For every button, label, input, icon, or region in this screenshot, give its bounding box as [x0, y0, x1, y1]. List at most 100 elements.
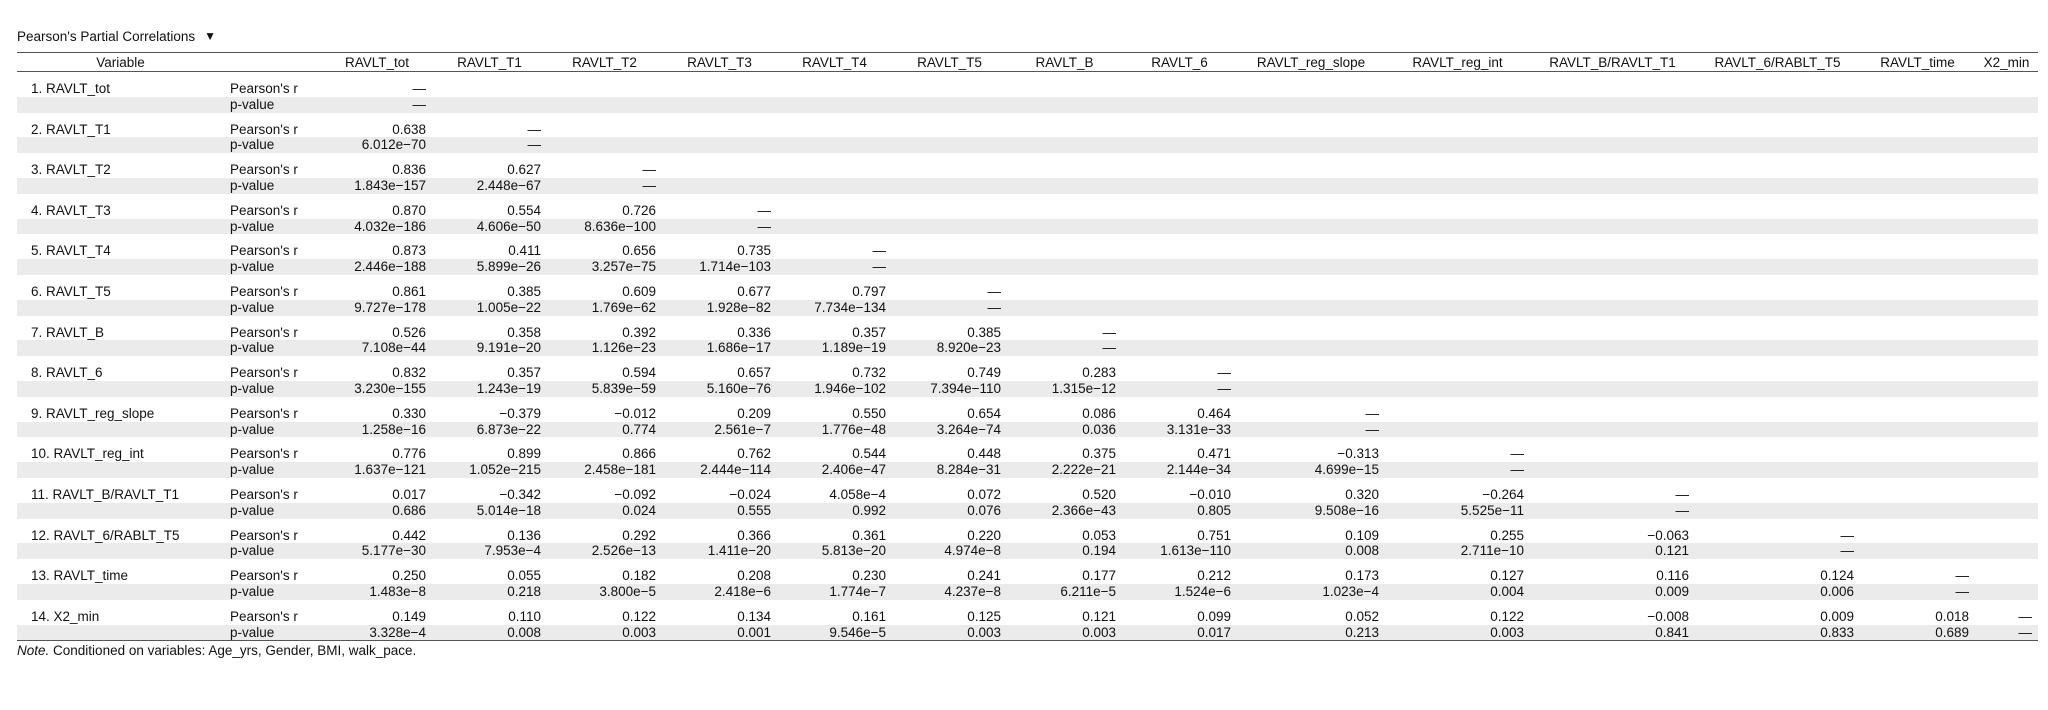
- table-cell: [1385, 397, 1530, 422]
- table-cell: 0.657: [737, 365, 771, 381]
- table-cell: [1007, 153, 1122, 178]
- options-dropdown-icon[interactable]: ▼: [204, 29, 217, 43]
- table-cell: —: [662, 218, 777, 235]
- statistic-label: Pearson's r: [230, 243, 298, 259]
- table-cell: 2.446e−188: [322, 259, 432, 275]
- table-cell: 0.442: [392, 527, 426, 543]
- table-cell: 9.508e−16: [1237, 502, 1385, 519]
- table-cell: [1122, 96, 1237, 113]
- column-header: RAVLT_T1: [432, 52, 547, 72]
- statistic-label: p-value: [224, 137, 322, 154]
- table-cell: [1695, 194, 1860, 219]
- column-header: RAVLT_B: [1007, 52, 1122, 72]
- table-cell: 0.161: [852, 608, 886, 624]
- table-row-pearson-r: 8. RAVLT_6 Pearson's r 0.832 0.357 0.594 0.65…: [17, 356, 2038, 381]
- column-header: RAVLT_reg_slope: [1237, 52, 1385, 72]
- statistic-label: p-value: [224, 218, 322, 235]
- table-cell: —: [872, 243, 887, 259]
- table-cell: [1122, 153, 1237, 178]
- table-cell: [1530, 194, 1695, 219]
- table-cell: [1695, 218, 1860, 235]
- table-cell: [1122, 340, 1237, 357]
- table-cell: 2.448e−67: [432, 177, 547, 194]
- column-header: RAVLT_T2: [547, 52, 662, 72]
- table-title-row: Pearson's Partial Correlations ▼: [17, 26, 2038, 46]
- table-row-p-value: p-value 5.177e−30 7.953e−4 2.526e−13 1.411e−…: [17, 543, 2038, 560]
- table-row-p-value: p-value 1.483e−8 0.218 3.800e−5 2.418e−6 1.77…: [17, 583, 2038, 600]
- table-cell: —: [1955, 568, 1970, 584]
- variable-label: [17, 380, 224, 397]
- table-row-pearson-r: 4. RAVLT_T3 Pearson's r 0.870 0.554 0.726 —: [17, 194, 2038, 219]
- variable-label: 10. RAVLT_reg_int: [31, 446, 144, 462]
- table-row-p-value: p-value 2.446e−188 5.899e−26 3.257e−75 1.714…: [17, 259, 2038, 275]
- table-title: Pearson's Partial Correlations: [17, 28, 196, 44]
- table-cell: −0.379: [499, 405, 541, 421]
- table-cell: [892, 234, 1007, 259]
- table-cell: [1122, 113, 1237, 138]
- column-header: RAVLT_tot: [322, 52, 432, 72]
- column-header: RAVLT_T3: [662, 52, 777, 72]
- variable-label: 7. RAVLT_B: [31, 324, 105, 340]
- table-cell: [1385, 259, 1530, 275]
- table-cell: 2.366e−43: [1007, 502, 1122, 519]
- table-cell: 0.194: [1007, 543, 1122, 560]
- table-cell: [1695, 502, 1860, 519]
- table-cell: 0.836: [392, 162, 426, 178]
- table-cell: 0.125: [967, 608, 1001, 624]
- table-cell: [1975, 380, 2038, 397]
- column-header: RAVLT_reg_int: [1385, 52, 1530, 72]
- table-cell: [892, 218, 1007, 235]
- table-cell: −0.264: [1482, 486, 1524, 502]
- table-cell: 0.099: [1197, 608, 1231, 624]
- table-cell: 0.017: [1122, 624, 1237, 642]
- table-cell: 0.992: [777, 502, 892, 519]
- table-note: Note. Conditioned on variables: Age_yrs,…: [17, 643, 2038, 658]
- table-cell: 2.418e−6: [662, 583, 777, 600]
- table-cell: [1860, 462, 1975, 478]
- table-cell: 2.222e−21: [1007, 462, 1122, 478]
- table-cell: [1237, 340, 1385, 357]
- table-cell: 1.315e−12: [1007, 380, 1122, 397]
- table-cell: —: [1007, 340, 1122, 357]
- table-row-pearson-r: 6. RAVLT_T5 Pearson's r 0.861 0.385 0.609 0.6…: [17, 275, 2038, 300]
- table-cell: 2.444e−114: [662, 462, 777, 478]
- table-cell: [547, 113, 662, 138]
- statistic-label: Pearson's r: [230, 446, 298, 462]
- table-cell: [1695, 259, 1860, 275]
- table-cell: [1860, 519, 1975, 544]
- statistic-label: p-value: [224, 299, 322, 316]
- table-cell: [1975, 478, 2038, 503]
- table-row-pearson-r: 3. RAVLT_T2 Pearson's r 0.836 0.627 —: [17, 153, 2038, 178]
- table-cell: [547, 72, 662, 97]
- table-row-p-value: p-value 1.637e−121 1.052e−215 2.458e−181 2.4…: [17, 462, 2038, 478]
- table-cell: 0.255: [1490, 527, 1524, 543]
- table-cell: −0.342: [499, 486, 541, 502]
- table-cell: [1530, 462, 1695, 478]
- table-cell: [1860, 177, 1975, 194]
- table-cell: −0.010: [1189, 486, 1231, 502]
- table-cell: 0.003: [1007, 624, 1122, 642]
- table-cell: [1122, 177, 1237, 194]
- variable-label: 11. RAVLT_B/RAVLT_T1: [31, 486, 180, 502]
- table-cell: [892, 259, 1007, 275]
- table-cell: [1975, 137, 2038, 154]
- table-cell: [1237, 275, 1385, 300]
- table-cell: −0.092: [614, 486, 656, 502]
- table-cell: —: [547, 177, 662, 194]
- table-cell: —: [2018, 608, 2033, 624]
- table-cell: 1.776e−48: [777, 421, 892, 438]
- table-row-p-value: p-value 1.843e−157 2.448e−67—: [17, 177, 2038, 194]
- table-cell: [1385, 316, 1530, 341]
- statistic-label: Pearson's r: [230, 283, 298, 299]
- table-row-pearson-r: 1. RAVLT_tot Pearson's r —: [17, 72, 2038, 97]
- table-cell: 0.385: [967, 324, 1001, 340]
- table-cell: 8.920e−23: [892, 340, 1007, 357]
- table-cell: 0.366: [737, 527, 771, 543]
- table-row-pearson-r: 13. RAVLT_time Pearson's r 0.250 0.055 0.182…: [17, 559, 2038, 584]
- table-cell: [1385, 356, 1530, 381]
- table-cell: [1860, 72, 1975, 97]
- table-cell: [1007, 275, 1122, 300]
- correlation-table: Variable RAVLT_tot RAVLT_T1 RAVLT_T2 RAVLT_T…: [17, 52, 2038, 642]
- table-cell: [892, 194, 1007, 219]
- variable-label: 14. X2_min: [31, 608, 100, 624]
